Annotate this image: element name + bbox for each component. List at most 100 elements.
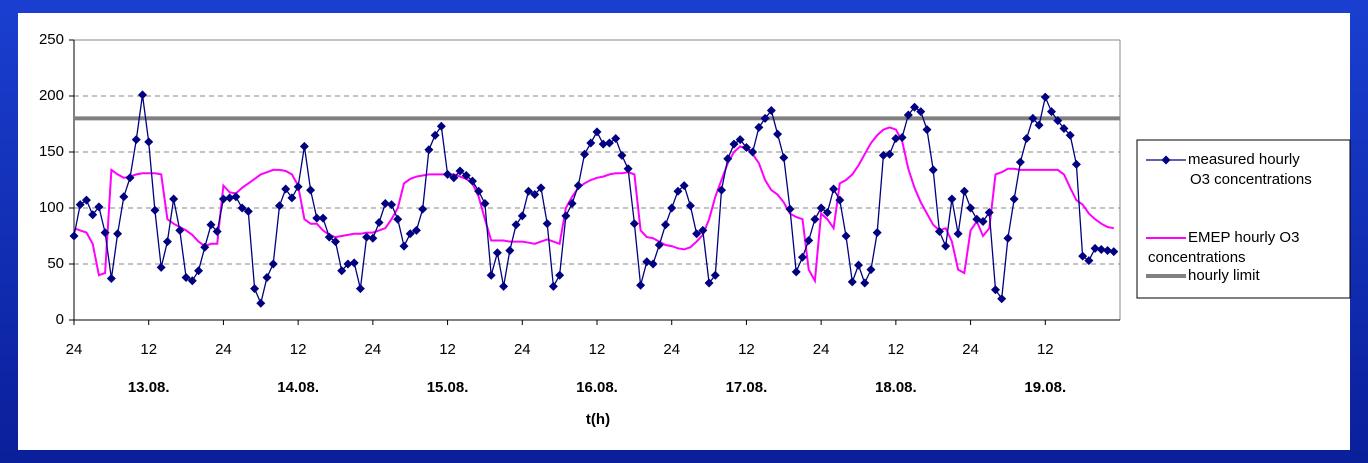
y-tick-label: 200 xyxy=(39,87,64,104)
y-tick-label: 150 xyxy=(39,143,64,160)
data-point xyxy=(760,113,770,123)
x-tick-label: 24 xyxy=(663,341,680,358)
data-point xyxy=(69,231,79,241)
data-point xyxy=(1059,123,1069,133)
data-point xyxy=(1040,92,1050,102)
data-point xyxy=(393,214,403,224)
data-point xyxy=(934,227,944,237)
data-point xyxy=(990,285,1000,295)
data-point xyxy=(499,281,509,291)
data-point xyxy=(922,125,932,135)
data-point xyxy=(250,284,260,294)
data-point xyxy=(947,194,957,204)
data-point xyxy=(1047,107,1057,117)
data-point xyxy=(125,173,135,183)
data-point xyxy=(268,259,278,269)
data-point xyxy=(1034,120,1044,130)
data-point xyxy=(555,270,565,280)
y-tick-label: 50 xyxy=(47,255,64,272)
data-point xyxy=(1028,113,1038,123)
data-point xyxy=(424,145,434,155)
x-tick-label: 24 xyxy=(365,341,382,358)
data-point xyxy=(754,122,764,132)
legend-box xyxy=(1136,139,1351,299)
x-tick-label: 24 xyxy=(215,341,232,358)
data-point xyxy=(355,284,365,294)
data-point xyxy=(324,232,334,242)
legend-marker xyxy=(1161,155,1171,165)
data-point xyxy=(281,184,291,194)
data-point xyxy=(362,232,372,242)
data-point xyxy=(474,186,484,196)
data-point xyxy=(75,200,85,210)
y-tick-label: 250 xyxy=(39,31,64,48)
data-point xyxy=(144,137,154,147)
data-point xyxy=(791,267,801,277)
data-point xyxy=(953,229,963,239)
data-point xyxy=(611,134,621,144)
data-point xyxy=(231,192,241,202)
data-point xyxy=(119,192,129,202)
data-point xyxy=(648,259,658,269)
data-point xyxy=(984,207,994,217)
data-point xyxy=(256,298,266,308)
day-label: 19.08. xyxy=(1024,379,1066,396)
x-tick-label: 12 xyxy=(589,341,606,358)
x-tick-label: 12 xyxy=(738,341,755,358)
data-point xyxy=(773,129,783,139)
data-point xyxy=(598,139,608,149)
data-point xyxy=(399,241,409,251)
data-point xyxy=(822,207,832,217)
data-point xyxy=(660,220,670,230)
data-point xyxy=(443,169,453,179)
data-point xyxy=(723,154,733,164)
data-point xyxy=(517,211,527,221)
data-point xyxy=(698,225,708,235)
data-point xyxy=(1065,130,1075,140)
data-point xyxy=(536,183,546,193)
data-point xyxy=(748,147,758,157)
data-point xyxy=(237,203,247,213)
data-point xyxy=(81,195,91,205)
data-point xyxy=(580,149,590,159)
x-tick-label: 12 xyxy=(1037,341,1054,358)
data-point xyxy=(928,165,938,175)
legend-label: measured hourly O3 concentrations xyxy=(1188,151,1312,188)
data-point xyxy=(567,199,577,209)
data-point xyxy=(492,248,502,258)
x-tick-label: 24 xyxy=(813,341,830,358)
data-point xyxy=(1096,244,1106,254)
data-point xyxy=(511,220,521,230)
data-point xyxy=(847,277,857,287)
data-point xyxy=(368,233,378,243)
data-point xyxy=(729,139,739,149)
data-point xyxy=(1022,134,1032,144)
data-point xyxy=(629,219,639,229)
data-point xyxy=(1053,116,1063,126)
data-point xyxy=(692,229,702,239)
data-point xyxy=(243,206,253,216)
data-point xyxy=(1078,251,1088,261)
data-point xyxy=(673,186,683,196)
day-label: 18.08. xyxy=(875,379,917,396)
data-point xyxy=(218,194,228,204)
legend-label-line: concentrations xyxy=(1148,249,1246,266)
data-point xyxy=(735,135,745,145)
data-point xyxy=(449,173,459,183)
data-point xyxy=(542,219,552,229)
data-point xyxy=(785,204,795,214)
data-point xyxy=(206,220,216,230)
data-point xyxy=(343,259,353,269)
data-point xyxy=(1090,243,1100,253)
data-point xyxy=(679,181,689,191)
chart-area xyxy=(18,13,1350,450)
data-point xyxy=(312,213,322,223)
data-point xyxy=(113,229,123,239)
data-point xyxy=(306,185,316,195)
data-point xyxy=(704,278,714,288)
x-tick-label: 12 xyxy=(439,341,456,358)
data-point xyxy=(106,274,116,284)
data-point xyxy=(1009,194,1019,204)
data-point xyxy=(1003,233,1013,243)
data-point xyxy=(885,149,895,159)
